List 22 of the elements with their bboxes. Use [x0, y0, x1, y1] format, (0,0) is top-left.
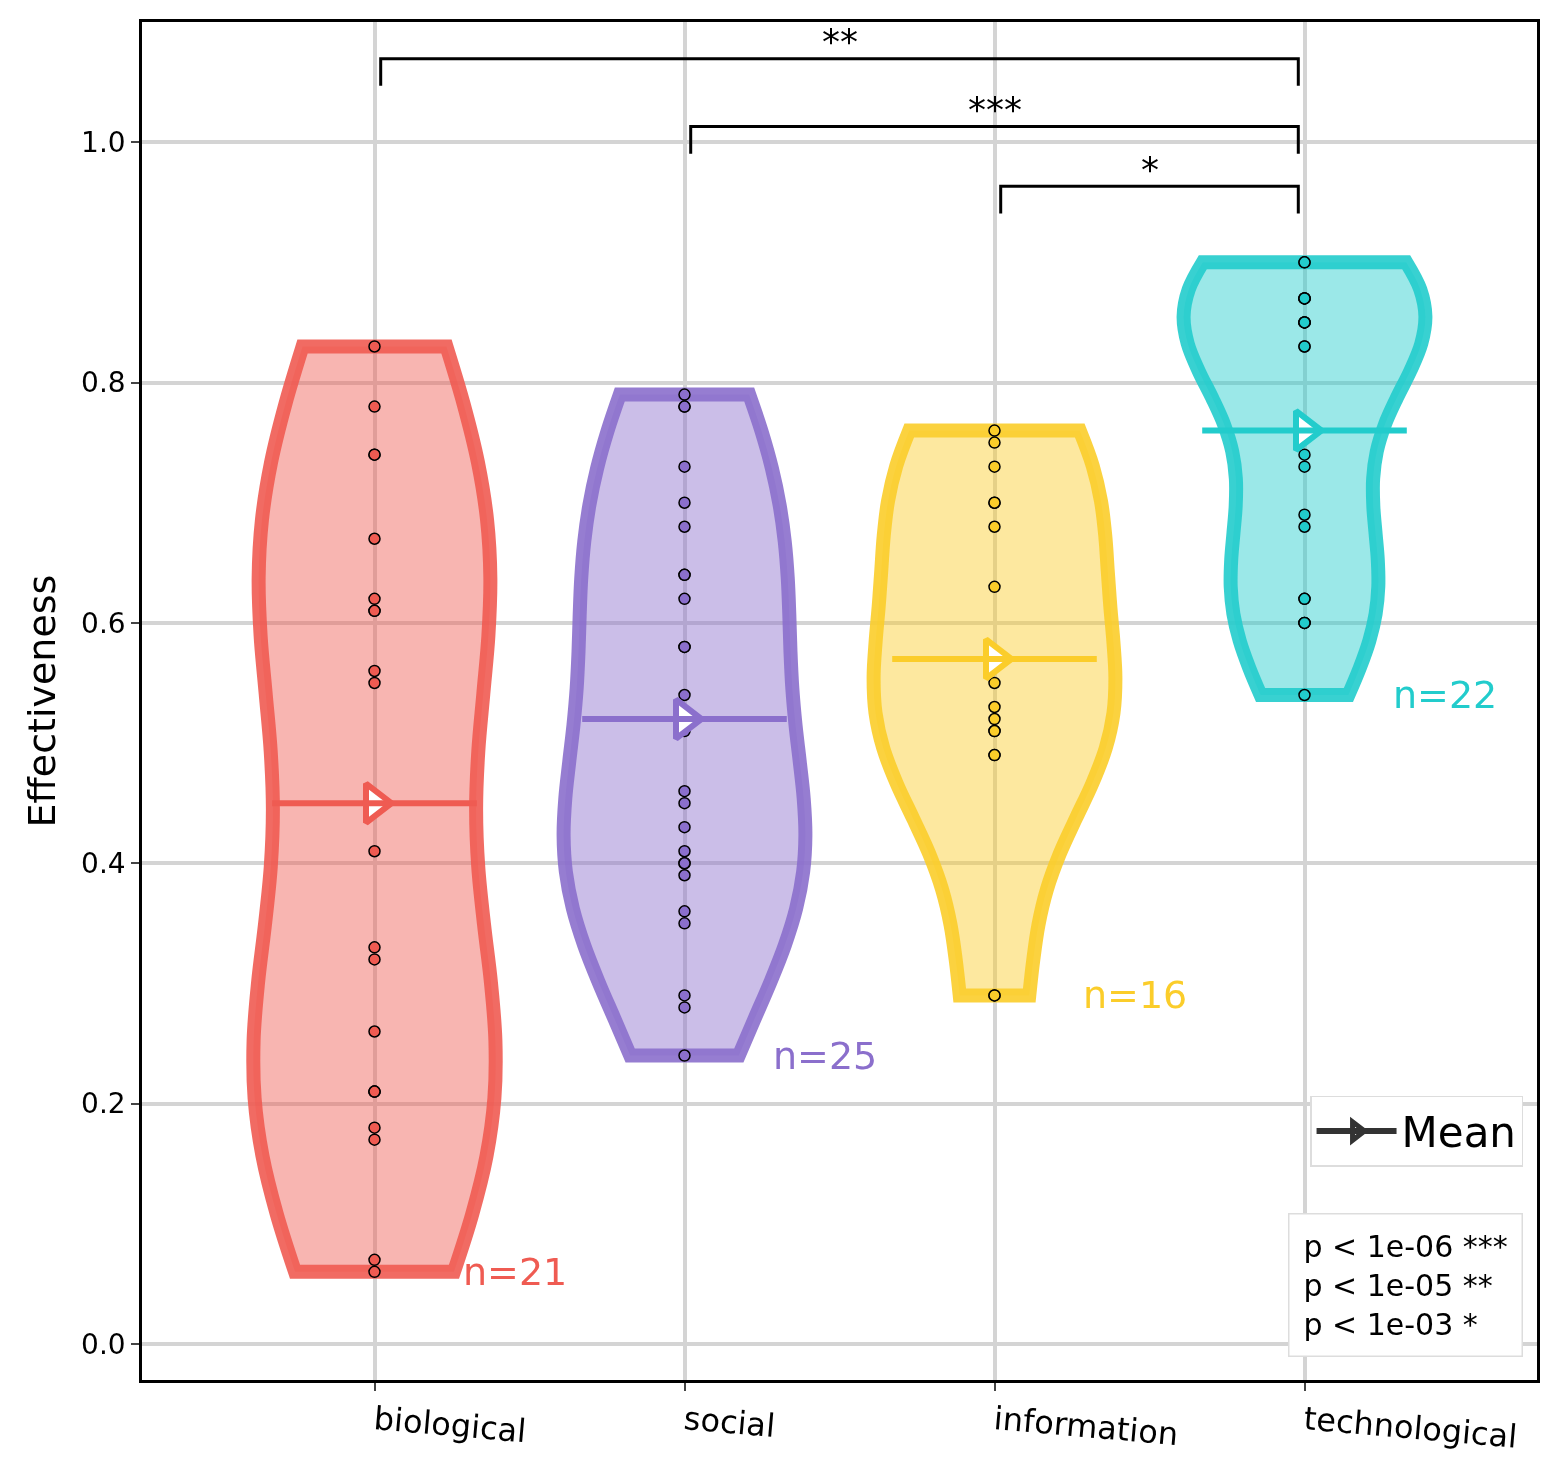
- y-tick-label: 1.0: [81, 125, 126, 159]
- y-tick-label: 0.0: [81, 1327, 126, 1361]
- y-tick-label: 0.8: [81, 366, 126, 400]
- annotation: n=16: [1083, 973, 1188, 1017]
- text: Mean: [1401, 1108, 1516, 1158]
- annotation: **: [822, 21, 858, 62]
- annotation: n=25: [773, 1034, 878, 1078]
- x-tick-label: technological: [1302, 1399, 1519, 1456]
- annotation: p < 1e-05 **: [1303, 1267, 1493, 1303]
- y-tick-label: 0.2: [81, 1087, 126, 1121]
- x-tick-label: information: [992, 1399, 1180, 1454]
- annotation: n=22: [1393, 673, 1498, 717]
- annotation: p < 1e-06 ***: [1303, 1228, 1508, 1264]
- x-tick-label: social: [682, 1399, 777, 1446]
- annotation: n=21: [463, 1250, 568, 1294]
- y-tick-label: 0.4: [81, 847, 126, 881]
- annotation: *: [1141, 149, 1159, 190]
- y-tick-label: 0.6: [81, 606, 126, 640]
- y-axis-title: Effectiveness: [20, 574, 65, 828]
- annotation: ***: [968, 89, 1022, 130]
- x-tick-label: biological: [372, 1399, 528, 1451]
- annotation: p < 1e-03 *: [1303, 1306, 1478, 1342]
